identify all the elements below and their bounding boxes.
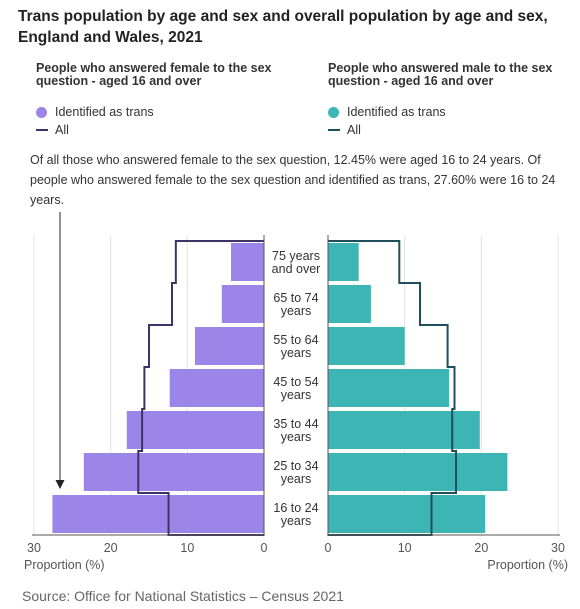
- source-note: Source: Office for National Statistics –…: [22, 588, 344, 604]
- bar-female-trans-0: [231, 243, 264, 281]
- bar-female-trans-3: [169, 369, 264, 407]
- bar-male-trans-1: [328, 285, 371, 323]
- category-label-0: 75 years and over: [272, 249, 321, 276]
- category-label-line: 25 to 34: [273, 459, 318, 473]
- bar-female-trans-6: [52, 495, 265, 533]
- step-line-male-all: [328, 240, 458, 536]
- category-label-line: 75 years: [272, 249, 320, 263]
- bar-male-trans-5: [328, 453, 508, 491]
- bar-female-trans-2: [195, 327, 264, 365]
- legend-label-male-all: All: [347, 123, 361, 137]
- bar-male-trans-0: [328, 243, 359, 281]
- legend-swatch-male-all: [328, 129, 340, 131]
- bar-female-trans-5: [83, 453, 264, 491]
- legend-swatch-female-trans: [36, 106, 47, 118]
- category-label-line: 16 to 24: [273, 501, 318, 515]
- tick-label-right-0: 0: [325, 541, 332, 555]
- x-axis-title-left: Proportion (%): [24, 558, 105, 572]
- tick-label-left-20: 20: [104, 541, 118, 555]
- category-label-1: 65 to 74 years: [273, 291, 318, 318]
- bars-layer: [52, 243, 508, 533]
- category-label-2: 55 to 64 years: [273, 333, 318, 360]
- tick-label-right-10: 10: [398, 541, 412, 555]
- legend-item-female-trans[interactable]: Identified as trans: [36, 103, 154, 121]
- category-label-3: 45 to 54 years: [273, 375, 318, 402]
- chart-title: Trans population by age and sex and over…: [18, 8, 548, 46]
- annotation-arrow: [55, 212, 65, 489]
- left-panel-heading: People who answered female to the sex qu…: [36, 61, 272, 88]
- bar-male-trans-6: [328, 495, 486, 533]
- legend-item-male-all[interactable]: All: [328, 121, 446, 139]
- step-line-female-all: [137, 240, 264, 536]
- axes: 30 20 10 0 0 10 20 30 Proportion (%) Proportion (…: [24, 235, 568, 572]
- all-population-steps: [137, 240, 458, 536]
- category-label-line: 65 to 74: [273, 291, 318, 305]
- x-axis-title-right: Proportion (%): [487, 558, 568, 572]
- category-label-line: years: [281, 304, 312, 318]
- category-label-line: years: [281, 388, 312, 402]
- legend-swatch-male-trans: [328, 106, 339, 118]
- tick-label-left-30: 30: [27, 541, 41, 555]
- bar-male-trans-3: [328, 369, 450, 407]
- legend-label-female-all: All: [55, 123, 69, 137]
- category-label-line: 55 to 64: [273, 333, 318, 347]
- tick-label-left-0: 0: [261, 541, 268, 555]
- legend-swatch-female-all: [36, 129, 48, 131]
- category-label-4: 35 to 44 years: [273, 417, 318, 444]
- category-label-line: and over: [272, 262, 321, 276]
- chart-annotation: Of all those who answered female to the …: [30, 153, 556, 207]
- category-label-line: 45 to 54: [273, 375, 318, 389]
- legend-label-female-trans: Identified as trans: [55, 105, 154, 119]
- bar-male-trans-4: [328, 411, 480, 449]
- category-label-line: years: [281, 430, 312, 444]
- tick-label-right-20: 20: [474, 541, 488, 555]
- annotation-arrow-head: [55, 480, 65, 489]
- bar-female-trans-1: [221, 285, 264, 323]
- category-label-6: 16 to 24 years: [273, 501, 318, 528]
- legend-label-male-trans: Identified as trans: [347, 105, 446, 119]
- category-label-line: years: [281, 472, 312, 486]
- right-legend: Identified as trans All: [328, 103, 446, 139]
- right-panel-heading: People who answered male to the sex ques…: [328, 61, 553, 88]
- legend-item-female-all[interactable]: All: [36, 121, 154, 139]
- tick-label-right-30: 30: [551, 541, 565, 555]
- bar-male-trans-2: [328, 327, 405, 365]
- tick-label-left-10: 10: [180, 541, 194, 555]
- legend-item-male-trans[interactable]: Identified as trans: [328, 103, 446, 121]
- left-legend: Identified as trans All: [36, 103, 154, 139]
- category-label-5: 25 to 34 years: [273, 459, 318, 486]
- category-label-line: 35 to 44: [273, 417, 318, 431]
- bar-female-trans-4: [126, 411, 265, 449]
- category-label-line: years: [281, 346, 312, 360]
- category-label-line: years: [281, 514, 312, 528]
